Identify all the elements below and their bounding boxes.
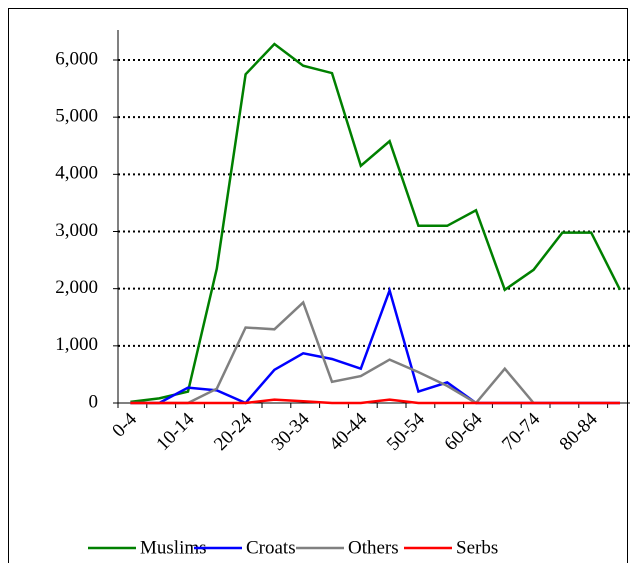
series-line [130,398,620,405]
legend-label: Muslims [140,537,207,558]
y-tick-label: 3,000 [55,220,98,241]
series-line [130,42,622,404]
y-tick-label: 0 [89,391,99,412]
y-tick-label: 5,000 [55,106,98,127]
x-tick-label: 50-54 [383,408,430,455]
y-tick-label: 1,000 [55,334,98,355]
x-tick-label: 70-74 [498,408,545,455]
y-tick-label: 2,000 [55,277,98,298]
x-tick-label: 40-44 [325,408,372,455]
x-tick-label: 20-24 [210,408,257,455]
legend-label: Others [348,537,399,558]
x-tick-label: 80-84 [556,408,603,455]
y-tick-label: 4,000 [55,163,98,184]
x-tick-label: 0-4 [108,408,141,441]
frame [8,8,628,563]
legend-label: Croats [246,537,296,558]
x-tick-label: 10-14 [152,408,199,455]
y-tick-label: 6,000 [55,48,98,69]
legend-label: Serbs [456,537,498,558]
x-tick-label: 60-64 [440,408,487,455]
series-line [130,300,535,405]
x-tick-label: 30-34 [268,408,315,455]
